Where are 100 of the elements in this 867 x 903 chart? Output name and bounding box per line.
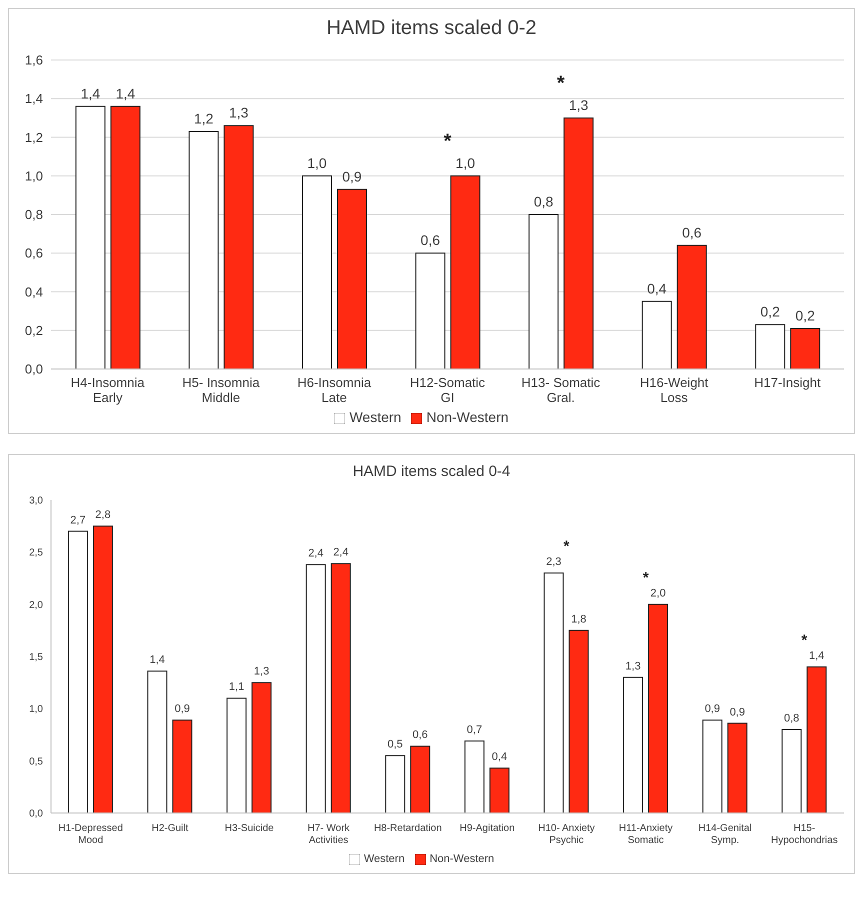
bar — [544, 572, 564, 813]
x-tick-label: H5- Insomnia Middle — [182, 375, 260, 405]
data-label: 0,9 — [730, 706, 745, 718]
x-tick-label: H13- Somatic Gral. — [521, 375, 601, 405]
y-tick-label: 1,4 — [24, 91, 43, 106]
bar — [385, 755, 406, 813]
y-tick-label: 2,5 — [29, 548, 44, 559]
bar — [676, 244, 707, 369]
bar — [702, 720, 722, 813]
bar — [75, 106, 106, 369]
y-tick-label: 1,0 — [29, 704, 44, 716]
data-label: 1,8 — [571, 613, 586, 626]
bar — [568, 630, 589, 813]
y-tick-label: 3,0 — [29, 496, 44, 507]
x-tick-label: H1-Depressed Mood — [58, 823, 123, 846]
y-tick-label: 0,4 — [24, 284, 43, 300]
y-tick-label: 1,5 — [29, 652, 44, 664]
x-tick-label: H8-Retardation — [374, 823, 442, 834]
y-tick-label: 0,2 — [24, 322, 43, 338]
data-label: 2,8 — [95, 509, 111, 522]
data-label: 1,4 — [809, 650, 824, 662]
data-label: 2,4 — [333, 546, 348, 559]
data-label: 0,2 — [760, 304, 780, 320]
bar — [226, 698, 247, 813]
bar — [623, 676, 644, 813]
bar — [464, 740, 484, 813]
x-tick-label: H12-Somatic GI — [410, 375, 486, 405]
data-label: 1,0 — [456, 154, 476, 171]
data-label: 2,0 — [650, 587, 666, 600]
bar — [415, 252, 446, 369]
bar — [648, 604, 668, 813]
data-label: 0,9 — [174, 703, 190, 716]
data-label: 1,4 — [116, 85, 136, 102]
data-label: 2,3 — [546, 556, 562, 568]
x-tick-label: H9-Agitation — [460, 823, 515, 834]
bar — [755, 324, 786, 369]
y-tick-label: 0,0 — [24, 362, 43, 377]
bar — [790, 328, 820, 369]
legend-label: Western — [349, 409, 402, 425]
data-label: 1,4 — [150, 654, 165, 666]
data-label: 0,2 — [795, 307, 816, 324]
annotation: * — [556, 72, 565, 94]
x-tick-label: H7- Work Activities — [308, 823, 351, 846]
bar — [642, 300, 672, 369]
data-label: 0,6 — [412, 729, 428, 742]
data-label: 1,3 — [254, 666, 270, 678]
bar — [330, 563, 351, 813]
y-tick-label: 0,5 — [29, 756, 44, 768]
bar — [782, 729, 802, 813]
bar — [450, 175, 480, 369]
y-tick-label: 0,6 — [24, 246, 43, 261]
data-label: 1,2 — [194, 110, 214, 126]
y-tick-label: 2,0 — [29, 600, 44, 611]
data-label: 1,4 — [80, 85, 100, 102]
bar — [92, 526, 113, 813]
data-label: 1,3 — [568, 96, 589, 113]
data-label: 0,6 — [682, 224, 702, 240]
data-label: 0,8 — [534, 194, 554, 210]
bar — [336, 188, 367, 369]
data-label: 1,3 — [228, 104, 249, 121]
x-tick-label: H17-Insight — [754, 375, 821, 390]
x-tick-label: H14-Genital Symp. — [698, 823, 752, 846]
bar — [306, 564, 326, 813]
legend-label: Non-Western — [426, 409, 509, 425]
bar — [410, 746, 430, 813]
data-label: 2,4 — [308, 548, 324, 560]
y-tick-label: 0,8 — [24, 207, 43, 222]
bar — [188, 130, 219, 369]
bar — [110, 106, 140, 369]
data-label: 0,7 — [466, 724, 482, 736]
annotation: * — [564, 538, 570, 556]
bar — [147, 670, 168, 813]
data-label: 0,8 — [784, 712, 800, 725]
bar — [727, 722, 748, 813]
annotation: * — [444, 130, 452, 152]
x-tick-label: H2-Guilt — [152, 823, 189, 834]
y-tick-label: 1,0 — [24, 168, 43, 184]
chart-title: HAMD items scaled 0-4 — [352, 463, 512, 480]
y-tick-label: 1,2 — [24, 130, 43, 145]
data-label: 0,5 — [388, 738, 403, 751]
data-label: 0,9 — [342, 168, 362, 184]
x-tick-label: H16-Weight Loss — [640, 375, 709, 405]
data-label: 1,1 — [228, 681, 244, 694]
legend-label: Non-Western — [430, 853, 494, 865]
data-label: 1,0 — [307, 154, 327, 171]
annotation: * — [801, 632, 808, 649]
bar — [252, 682, 272, 813]
bar — [564, 117, 594, 369]
bar — [68, 530, 88, 813]
x-tick-label: H15- Hypochondrias — [770, 823, 838, 846]
data-label: 2,7 — [70, 514, 86, 526]
x-tick-label: H10- Anxiety Psychic — [538, 823, 595, 846]
legend-label: Western — [364, 853, 405, 865]
y-tick-label: 0,0 — [29, 808, 44, 820]
bar — [172, 720, 192, 813]
y-tick-label: 1,6 — [24, 52, 43, 68]
data-label: 0,4 — [647, 280, 667, 296]
bar — [302, 175, 332, 369]
x-tick-label: H4-Insomnia Early — [70, 375, 146, 405]
data-label: 1,3 — [625, 660, 641, 672]
